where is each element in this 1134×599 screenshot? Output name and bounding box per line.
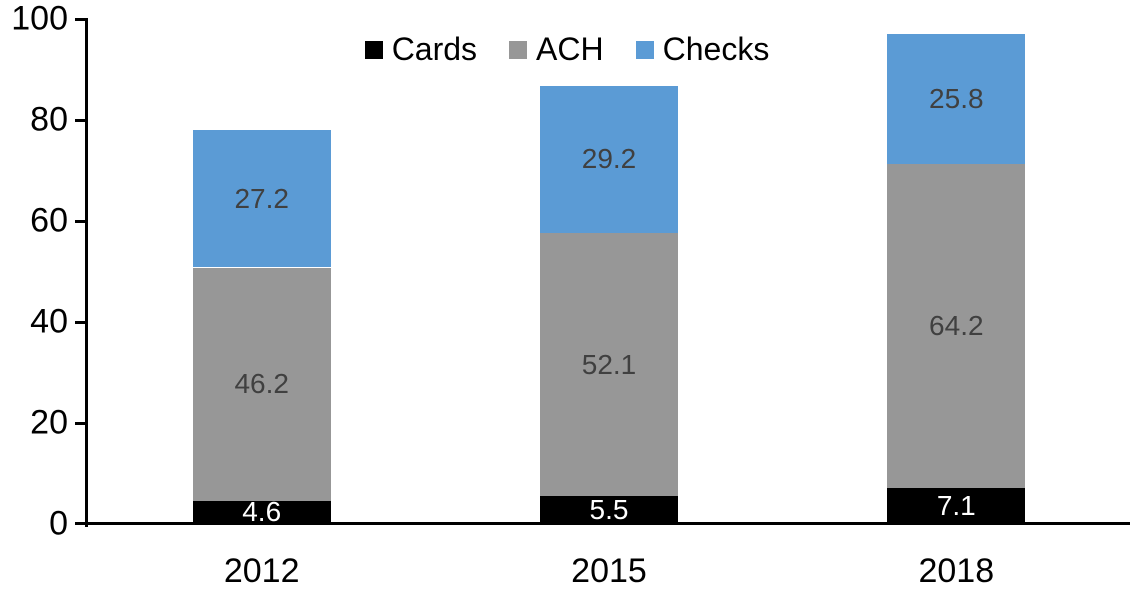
legend-label-ach: ACH (536, 31, 604, 67)
data-label: 64.2 (929, 309, 984, 341)
y-axis-tick-label: 100 (11, 0, 68, 38)
data-label: 27.2 (234, 182, 289, 214)
legend: Cards ACH Checks (0, 31, 1134, 68)
bar-segment-cards-2015: 5.5 (540, 496, 678, 524)
bar-segment-cards-2012: 4.6 (192, 496, 331, 528)
legend-swatch-ach (509, 40, 528, 59)
data-label: 7.1 (936, 490, 976, 522)
y-axis-tick (75, 118, 85, 122)
y-axis-tick (75, 421, 85, 425)
bar-segment-cards-2018: 7.1 (887, 488, 1026, 524)
x-axis-label-2012: 2012 (223, 552, 300, 590)
y-axis-tick-label: 20 (30, 403, 68, 442)
bar-segment-checks-2018: 25.8 (887, 33, 1026, 164)
bar-segment-checks-2015: 29.2 (540, 85, 678, 234)
legend-swatch-cards (364, 40, 383, 59)
data-label: 25.8 (929, 82, 984, 114)
y-axis-tick-label: 80 (30, 100, 68, 139)
bar-segment-ach-2018: 64.2 (887, 163, 1026, 489)
data-label: 5.5 (589, 494, 629, 526)
y-axis-tick (75, 17, 85, 21)
x-axis-label-2015: 2015 (571, 552, 647, 590)
y-axis-tick (75, 219, 85, 223)
bar-segment-ach-2015: 52.1 (540, 233, 678, 497)
bar-segment-ach-2012: 46.2 (192, 267, 331, 501)
legend-item-ach: ACH (509, 31, 604, 68)
legend-label-checks: Checks (662, 31, 770, 67)
y-axis-line (85, 18, 88, 527)
bar-segment-checks-2012: 27.2 (192, 130, 331, 268)
legend-item-checks: Checks (635, 31, 770, 68)
data-label: 29.2 (581, 143, 637, 175)
x-axis-label-2018: 2018 (918, 552, 995, 590)
legend-item-cards: Cards (364, 31, 478, 68)
y-axis-tick (75, 320, 85, 324)
y-axis-tick-label: 40 (30, 302, 68, 341)
legend-label-cards: Cards (391, 31, 478, 67)
data-label: 46.2 (234, 368, 289, 400)
data-label: 52.1 (581, 348, 637, 380)
legend-swatch-checks (635, 40, 654, 59)
data-label: 4.6 (242, 496, 282, 528)
y-axis-tick-label: 60 (30, 201, 68, 240)
y-axis-tick-label: 0 (49, 504, 68, 543)
